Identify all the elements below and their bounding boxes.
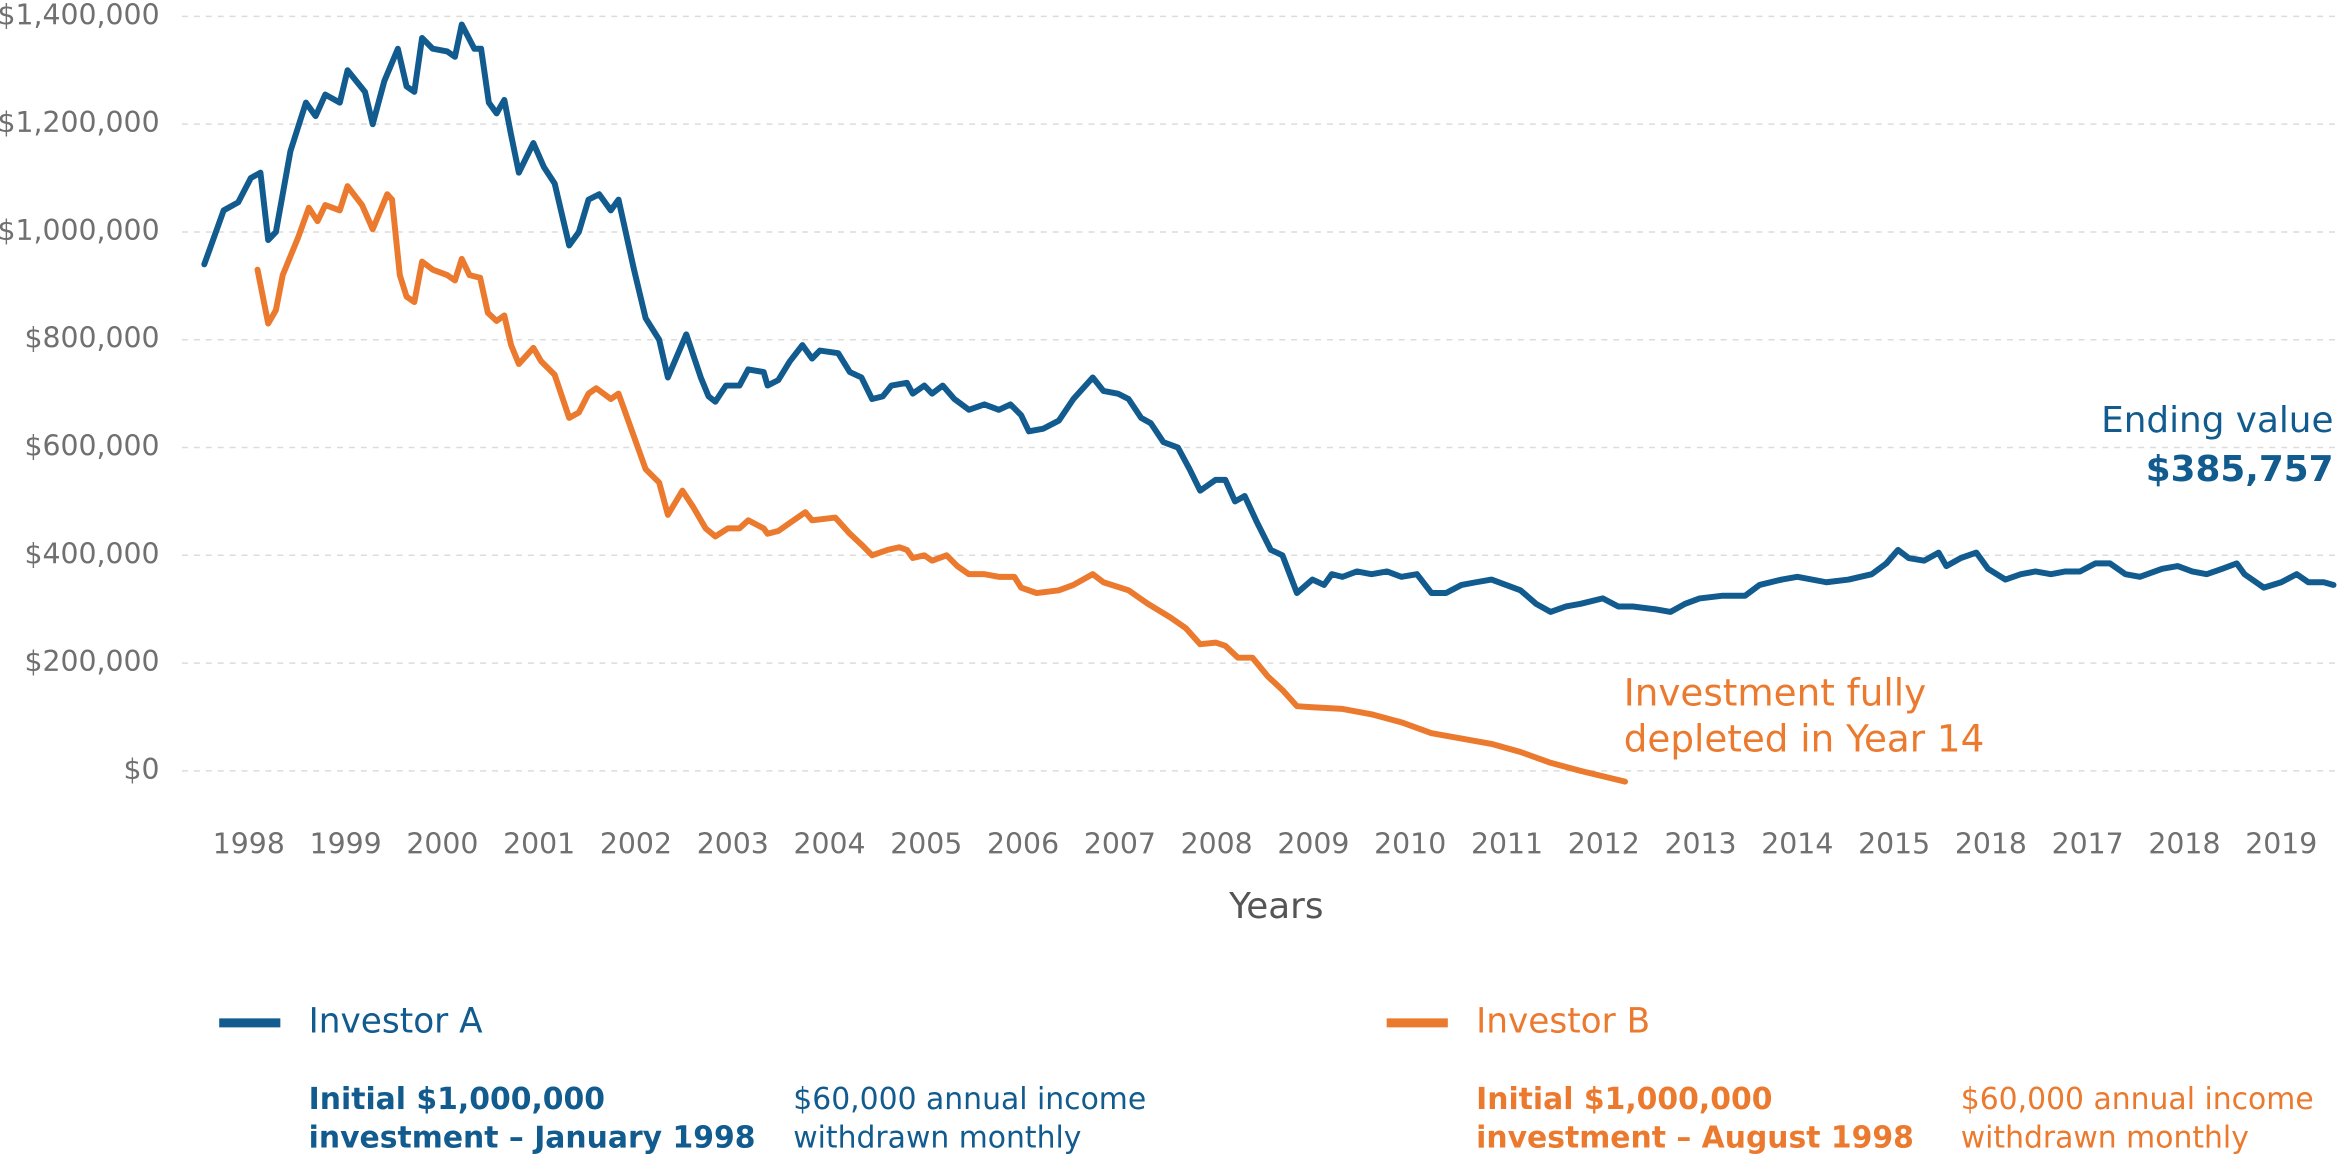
- x-axis-label: Years: [1228, 886, 1323, 927]
- y-tick-label: $400,000: [24, 537, 159, 570]
- y-tick-label: $1,200,000: [0, 106, 160, 139]
- x-tick-label: 1999: [310, 827, 382, 860]
- legend-description: $60,000 annual income: [1961, 1082, 2314, 1117]
- legend-description: withdrawn monthly: [793, 1121, 1081, 1156]
- series-line: [201, 21, 2337, 615]
- legend-description: $60,000 annual income: [793, 1082, 1146, 1117]
- y-tick-label: $600,000: [24, 430, 159, 463]
- x-tick-label: 2017: [2052, 827, 2124, 860]
- x-tick-label: 2014: [1761, 827, 1833, 860]
- y-tick-label: $0: [124, 753, 160, 786]
- x-tick-label: 1998: [213, 827, 285, 860]
- legend-label: Investor B: [1476, 1001, 1650, 1041]
- depleted-note: depleted in Year 14: [1624, 717, 1985, 761]
- legend-description: Initial $1,000,000: [309, 1082, 605, 1117]
- depleted-note: Investment fully: [1624, 670, 1926, 714]
- x-tick-label: 2013: [1665, 827, 1737, 860]
- ending-value: $385,757: [2146, 449, 2334, 490]
- legend-label: Investor A: [309, 1001, 483, 1041]
- x-tick-label: 2005: [890, 827, 962, 860]
- x-tick-label: 2003: [697, 827, 769, 860]
- x-tick-label: 2002: [600, 827, 672, 860]
- x-tick-label: 2018: [2148, 827, 2220, 860]
- x-tick-label: 2011: [1471, 827, 1543, 860]
- y-tick-label: $1,400,000: [0, 0, 160, 31]
- x-tick-label: 2000: [406, 827, 478, 860]
- x-tick-label: 2018: [1955, 827, 2027, 860]
- x-tick-label: 2010: [1374, 827, 1446, 860]
- y-tick-label: $1,000,000: [0, 214, 160, 247]
- y-tick-label: $200,000: [24, 645, 159, 678]
- x-tick-label: 2008: [1181, 827, 1253, 860]
- x-tick-label: 2019: [2245, 827, 2317, 860]
- x-tick-label: 2012: [1568, 827, 1640, 860]
- y-tick-label: $800,000: [24, 322, 159, 355]
- legend-description: investment – January 1998: [309, 1121, 756, 1156]
- x-tick-label: 2009: [1277, 827, 1349, 860]
- x-tick-label: 2001: [503, 827, 575, 860]
- x-tick-label: 2004: [793, 827, 865, 860]
- x-tick-label: 2006: [987, 827, 1059, 860]
- x-tick-label: 2007: [1084, 827, 1156, 860]
- x-tick-label: 2015: [1858, 827, 1930, 860]
- series-line: [254, 183, 1629, 785]
- legend-description: withdrawn monthly: [1961, 1121, 2249, 1156]
- legend-description: Initial $1,000,000: [1476, 1082, 1772, 1117]
- ending-value-label: Ending value: [2101, 400, 2333, 441]
- legend-description: investment – August 1998: [1476, 1121, 1914, 1156]
